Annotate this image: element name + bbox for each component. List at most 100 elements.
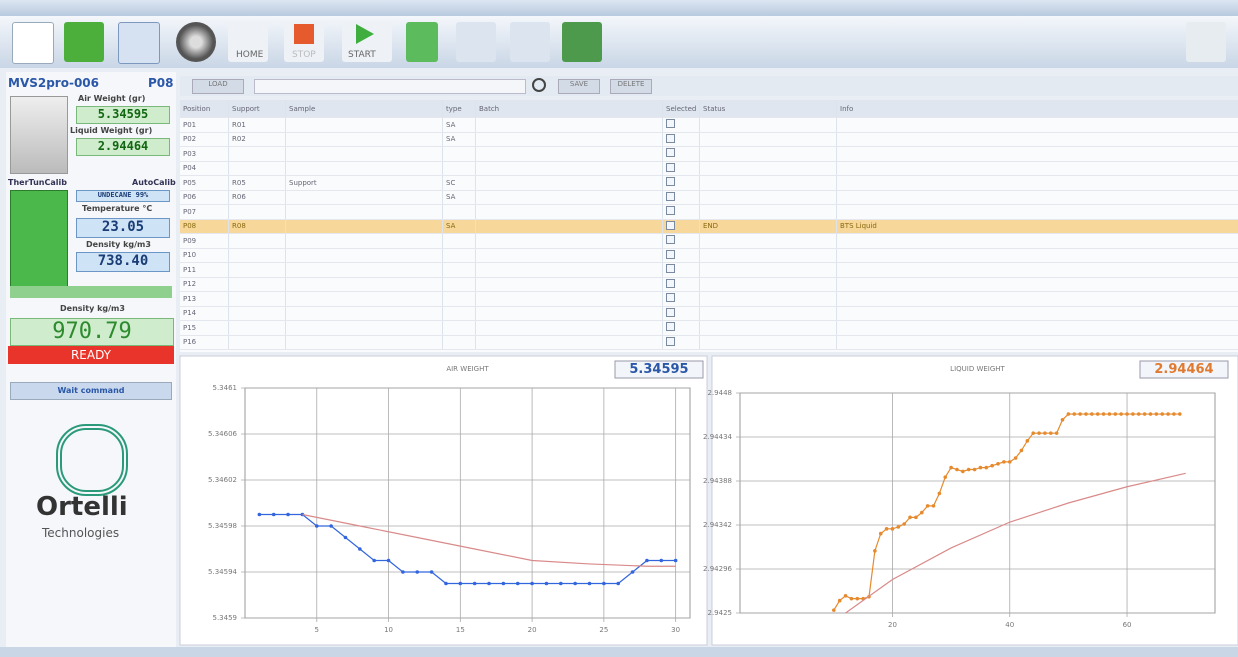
home-button[interactable]: HOME	[228, 22, 268, 62]
chart-title: LIQUID WEIGHT	[950, 365, 1005, 373]
data-point	[1131, 412, 1135, 416]
checkbox[interactable]	[666, 220, 675, 230]
data-point	[902, 522, 906, 526]
data-point	[1142, 412, 1147, 416]
cell-type	[442, 306, 476, 321]
data-point	[1166, 412, 1170, 416]
save-button[interactable]: SAVE	[558, 79, 600, 94]
disk-button[interactable]	[176, 22, 216, 62]
refresh-button[interactable]	[532, 78, 546, 92]
cell-type: SC	[442, 175, 476, 191]
start-button[interactable]: START	[342, 22, 392, 62]
cell-position: P03	[180, 146, 229, 162]
x-tick-label: 20	[528, 626, 537, 634]
checkbox[interactable]	[666, 278, 675, 288]
cell-info	[836, 320, 1238, 336]
plot-area	[739, 392, 1216, 614]
data-point	[955, 467, 959, 472]
checkbox[interactable]	[666, 307, 675, 317]
instrument-name: MVS2pro-006	[8, 76, 100, 90]
table-row: P08 R08 SA END BTS Liquid	[180, 219, 1238, 234]
air-weight-button[interactable]	[118, 22, 160, 64]
checkbox[interactable]	[666, 148, 675, 158]
cell-sample	[285, 233, 443, 249]
cell-type	[442, 262, 476, 278]
delete-button[interactable]: DELETE	[610, 79, 652, 94]
key-button[interactable]	[1186, 22, 1226, 62]
data-point	[1019, 448, 1024, 453]
cell-type	[442, 277, 476, 292]
x-tick-label: 20	[888, 621, 897, 629]
x-tick-label: 60	[1123, 621, 1132, 629]
data-point	[1172, 412, 1176, 416]
data-point	[659, 558, 664, 563]
data-point	[990, 463, 994, 468]
data-point	[1066, 412, 1071, 416]
list-button[interactable]	[406, 22, 438, 62]
cell-sample	[285, 248, 443, 263]
checkbox[interactable]	[666, 191, 675, 201]
data-point	[914, 515, 918, 520]
tools-button[interactable]	[456, 22, 496, 62]
cell-status: END	[699, 219, 837, 234]
cell-support	[228, 320, 286, 336]
checkbox[interactable]	[666, 119, 675, 129]
data-point	[559, 581, 563, 586]
stop-button[interactable]: STOP	[284, 22, 324, 62]
data-point	[1148, 412, 1153, 416]
cell-sample	[285, 320, 443, 336]
data-point	[415, 570, 420, 574]
checkbox[interactable]	[666, 177, 675, 187]
file-select[interactable]	[254, 79, 526, 94]
load-button[interactable]: LOAD	[192, 79, 244, 94]
checkbox[interactable]	[666, 249, 675, 259]
checkbox[interactable]	[666, 162, 675, 172]
checkbox[interactable]	[666, 322, 675, 332]
cell-position: P02	[180, 132, 229, 147]
brand-name: Ortelli	[36, 492, 128, 522]
cell-type	[442, 233, 476, 249]
air-weight-label: Air Weight (gr)	[78, 94, 146, 103]
data-point	[401, 570, 405, 574]
checkbox[interactable]	[666, 206, 675, 216]
checkbox[interactable]	[666, 133, 675, 143]
action-bar: LOAD SAVE DELETE	[180, 76, 1238, 96]
data-point	[878, 531, 883, 536]
cell-type	[442, 204, 476, 220]
checkbox[interactable]	[666, 264, 675, 274]
cell-type	[442, 335, 476, 350]
column-header: Batch	[475, 100, 663, 118]
data-point	[372, 558, 376, 563]
cell-status	[699, 146, 837, 162]
monitor-button[interactable]	[562, 22, 602, 62]
logo-mark	[56, 424, 128, 496]
cell-sample	[285, 117, 443, 133]
column-header: Info	[836, 100, 1238, 118]
cell-sample	[285, 335, 443, 350]
autocalc-label: AutoCalib	[132, 178, 176, 187]
cell-sample	[285, 277, 443, 292]
data-point	[943, 475, 948, 479]
grid-button[interactable]	[510, 22, 550, 62]
data-point	[1113, 412, 1118, 416]
download-button[interactable]	[12, 22, 54, 64]
checkbox[interactable]	[666, 336, 675, 346]
cell-batch	[475, 248, 663, 263]
data-point	[832, 608, 836, 612]
cell-sample	[285, 219, 443, 234]
data-point	[1060, 417, 1065, 422]
y-tick-label: 2.94388	[703, 477, 732, 485]
cell-sample	[285, 146, 443, 162]
sample-bar	[10, 286, 172, 298]
temperature-label: Temperature °C	[82, 204, 153, 213]
cell-position: P09	[180, 233, 229, 249]
x-tick-label: 15	[456, 626, 465, 634]
data-point	[996, 461, 1000, 466]
current-value: 5.34595	[629, 362, 688, 377]
checkbox[interactable]	[666, 293, 675, 303]
checkbox[interactable]	[666, 235, 675, 245]
home-label: HOME	[236, 50, 264, 60]
beaker-button[interactable]	[64, 22, 104, 62]
data-point	[530, 581, 534, 586]
